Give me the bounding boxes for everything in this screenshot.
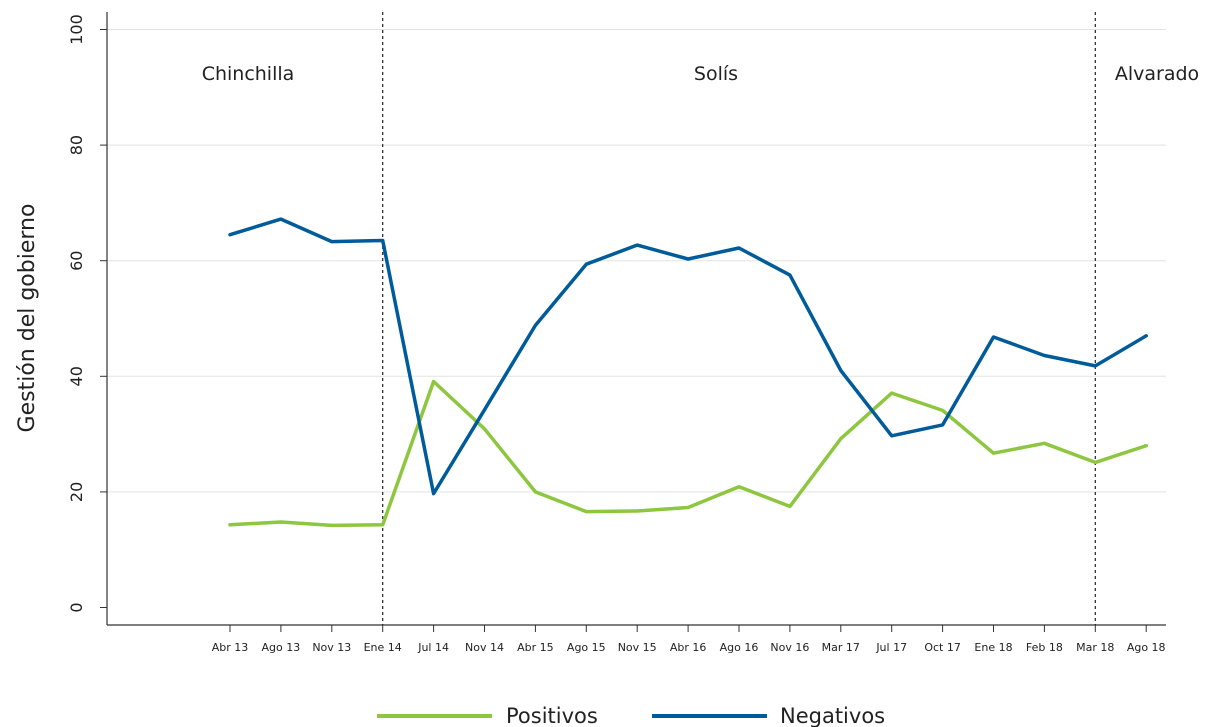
x-tick-label: Mar 18 — [1076, 641, 1114, 654]
period-label-solis: Solís — [694, 63, 738, 85]
series-line-negativos — [228, 217, 1148, 496]
x-tick-label: Nov 15 — [618, 641, 657, 654]
period-dividers — [382, 12, 1096, 625]
y-tick-label: 100 — [67, 14, 86, 45]
gridlines — [107, 29, 1166, 493]
period-label-chinchilla: Chinchilla — [202, 63, 295, 85]
x-tick-label: Ago 16 — [720, 641, 759, 654]
y-axis-label: Gestión del gobierno — [15, 204, 40, 433]
x-tick-label: Abr 16 — [670, 641, 707, 654]
x-tick-label: Ago 15 — [567, 641, 606, 654]
y-tick-label: 0 — [67, 602, 86, 612]
y-tick-label: 20 — [67, 482, 86, 502]
x-tick-label: Abr 15 — [517, 641, 554, 654]
x-tick-label: Nov 14 — [465, 641, 504, 654]
y-tick-label: 40 — [67, 366, 86, 386]
axes — [106, 12, 1166, 626]
legend-label-positivos: Positivos — [506, 704, 598, 727]
x-tick-label: Mar 17 — [822, 641, 860, 654]
x-tick-label: Abr 13 — [212, 641, 249, 654]
period-label-alvarado: Alvarado — [1115, 63, 1199, 85]
legend-label-negativos: Negativos — [780, 704, 885, 727]
period-labels: Chinchilla Solís Alvarado — [202, 63, 1199, 85]
x-tick-label: Ago 13 — [262, 641, 301, 654]
x-tick-label: Oct 17 — [924, 641, 961, 654]
y-ticks: 0 20 40 60 80 100 — [67, 14, 107, 613]
x-tick-label: Nov 13 — [312, 641, 351, 654]
x-tick-label: Ene 14 — [364, 641, 402, 654]
y-tick-label: 80 — [67, 135, 86, 155]
series-lines — [228, 217, 1148, 528]
x-tick-label: Jul 14 — [417, 641, 449, 654]
x-tick-label: Ene 18 — [974, 641, 1012, 654]
x-ticks: Abr 13 Ago 13 Nov 13 Ene 14 Jul 14 Nov 14 Abr … — [212, 625, 1166, 654]
y-tick-label: 60 — [67, 251, 86, 271]
x-tick-label: Nov 16 — [770, 641, 809, 654]
series-line-positivos — [228, 379, 1148, 528]
x-tick-label: Jul 17 — [875, 641, 907, 654]
x-tick-label: Feb 18 — [1026, 641, 1063, 654]
x-tick-label: Ago 18 — [1127, 641, 1166, 654]
legend: Positivos Negativos — [377, 704, 885, 727]
